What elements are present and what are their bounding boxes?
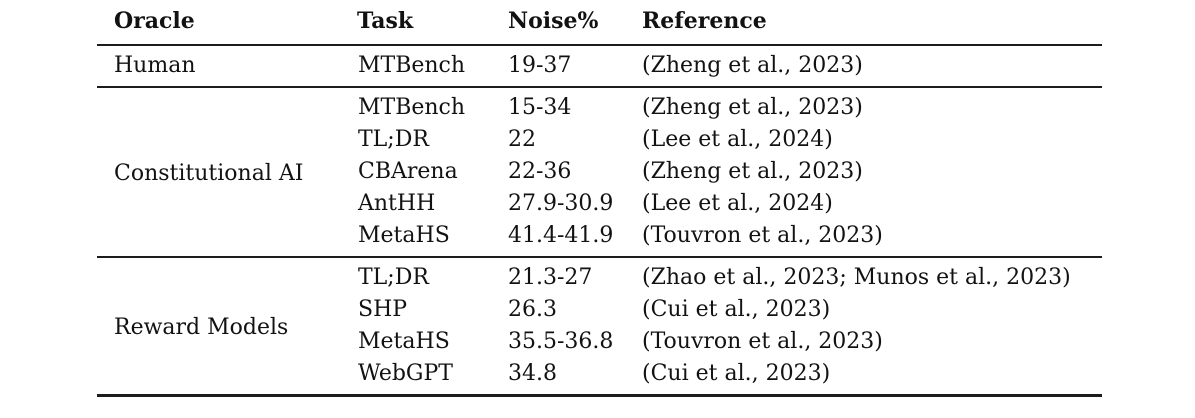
oracle-cell: Reward Models bbox=[114, 315, 289, 340]
col-header-oracle: Oracle bbox=[97, 0, 357, 46]
oracle-cell: Constitutional AI bbox=[114, 161, 304, 186]
task-cell: MTBench bbox=[358, 53, 466, 78]
table-row: CBArena 22-36 (Zheng et al., 2023) bbox=[97, 156, 1102, 188]
noise-cell: 21.3-27 bbox=[508, 265, 593, 290]
header-row: Oracle Task Noise% Reference bbox=[97, 0, 1102, 46]
task-cell: MetaHS bbox=[358, 223, 450, 248]
noise-cell: 19-37 bbox=[508, 53, 572, 78]
reference-cell: (Zheng et al., 2023) bbox=[642, 95, 863, 120]
table-group: Constitutional AI MTBench 15-34 (Zheng et a… bbox=[97, 87, 1102, 257]
noise-cell: 15-34 bbox=[508, 95, 572, 120]
table-row: TL;DR 22 (Lee et al., 2024) bbox=[97, 124, 1102, 156]
reference-cell: (Zheng et al., 2023) bbox=[642, 159, 863, 184]
noise-cell: 27.9-30.9 bbox=[508, 191, 614, 216]
reference-cell: (Zhao et al., 2023; Munos et al., 2023) bbox=[642, 265, 1071, 290]
noise-cell: 22-36 bbox=[508, 159, 572, 184]
noise-cell: 35.5-36.8 bbox=[508, 329, 614, 354]
noise-cell: 41.4-41.9 bbox=[508, 223, 614, 248]
task-cell: MTBench bbox=[358, 95, 466, 120]
table-row: MetaHS 35.5-36.8 (Touvron et al., 2023) bbox=[97, 326, 1102, 358]
noise-cell: 26.3 bbox=[508, 297, 557, 322]
col-header-task: Task bbox=[357, 0, 508, 46]
task-cell: AntHH bbox=[358, 191, 436, 216]
oracle-cell: Human bbox=[114, 53, 196, 78]
task-cell: CBArena bbox=[358, 159, 458, 184]
col-header-noise: Noise% bbox=[508, 0, 642, 46]
table-group: Reward Models TL;DR 21.3-27 (Zhao et al., 2… bbox=[97, 257, 1102, 396]
task-cell: TL;DR bbox=[358, 127, 429, 152]
table-group: Human MTBench 19-37 (Zheng et al., 2023) bbox=[97, 45, 1102, 87]
table-row: Reward Models TL;DR 21.3-27 (Zhao et al., 2… bbox=[97, 257, 1102, 340]
noise-cell: 34.8 bbox=[508, 361, 557, 386]
oracle-noise-table: Oracle Task Noise% Reference Human MTBenc… bbox=[97, 0, 1102, 397]
table-row: Constitutional AI MTBench 15-34 (Zheng et a… bbox=[97, 87, 1102, 186]
reference-cell: (Cui et al., 2023) bbox=[642, 361, 831, 386]
col-header-reference: Reference bbox=[642, 0, 1102, 46]
table-row: Human MTBench 19-37 (Zheng et al., 2023) bbox=[97, 45, 1102, 87]
reference-cell: (Cui et al., 2023) bbox=[642, 297, 831, 322]
task-cell: SHP bbox=[358, 297, 408, 322]
noise-cell: 22 bbox=[508, 127, 536, 152]
table-header: Oracle Task Noise% Reference bbox=[97, 0, 1102, 46]
table-row: SHP 26.3 (Cui et al., 2023) bbox=[97, 294, 1102, 326]
reference-cell: (Touvron et al., 2023) bbox=[642, 329, 883, 354]
table-row: MetaHS 41.4-41.9 (Touvron et al., 2023) bbox=[97, 220, 1102, 257]
task-cell: TL;DR bbox=[358, 265, 429, 290]
table-row: WebGPT 34.8 (Cui et al., 2023) bbox=[97, 358, 1102, 396]
reference-cell: (Zheng et al., 2023) bbox=[642, 53, 863, 78]
task-cell: MetaHS bbox=[358, 329, 450, 354]
table-row: AntHH 27.9-30.9 (Lee et al., 2024) bbox=[97, 188, 1102, 220]
reference-cell: (Touvron et al., 2023) bbox=[642, 223, 883, 248]
reference-cell: (Lee et al., 2024) bbox=[642, 127, 833, 152]
task-cell: WebGPT bbox=[358, 361, 453, 386]
reference-cell: (Lee et al., 2024) bbox=[642, 191, 833, 216]
